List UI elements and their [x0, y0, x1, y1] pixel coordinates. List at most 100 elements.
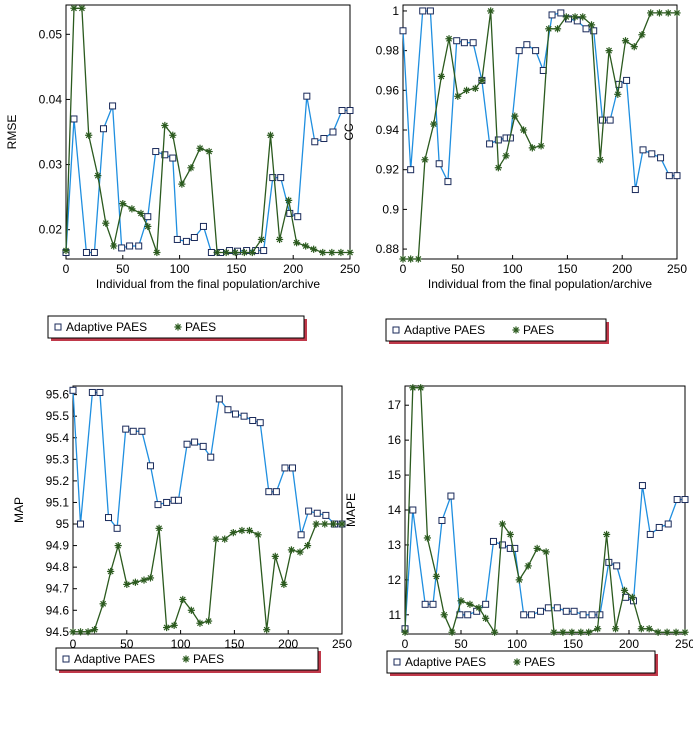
data-point-paes: [263, 626, 271, 634]
data-point-paes: [328, 248, 336, 257]
data-point-paes: [577, 628, 585, 636]
data-point-paes: [571, 13, 579, 21]
data-point-paes: [628, 593, 636, 601]
x-tick-label: 50: [451, 262, 465, 276]
data-point-adaptive-paes: [664, 520, 672, 528]
data-point-paes: [568, 628, 576, 636]
y-tick-label: 16: [388, 433, 402, 447]
data-point-paes: [533, 544, 541, 553]
data-point-adaptive-paes: [588, 611, 596, 619]
data-point-adaptive-paes: [207, 453, 215, 461]
data-point-adaptive-paes: [105, 514, 113, 522]
chart-panel-map: 0 50 100 150 200 25094.594.694.794.894.99595.…: [12, 385, 352, 673]
x-tick-label: 100: [503, 262, 523, 276]
data-point-adaptive-paes: [96, 388, 104, 396]
y-tick-label: 95.3: [46, 452, 70, 466]
data-point-adaptive-paes: [199, 442, 207, 450]
series-line-adaptive-paes: [402, 10, 677, 190]
data-point-adaptive-paes: [548, 11, 556, 19]
chart-panel-mape: 05010015020025011121314151617Individual …: [344, 384, 693, 676]
data-point-paes: [605, 47, 613, 55]
data-point-adaptive-paes: [419, 7, 427, 15]
series-line-paes: [404, 387, 685, 635]
x-tick-label: 100: [507, 637, 527, 651]
x-tick-label: 0: [400, 262, 407, 276]
data-point-paes: [445, 35, 453, 43]
data-point-paes: [229, 529, 237, 537]
data-point-paes: [204, 617, 213, 625]
y-tick-label: 95: [56, 517, 70, 531]
data-point-adaptive-paes: [294, 213, 302, 221]
data-point-adaptive-paes: [435, 160, 443, 168]
data-point-adaptive-paes: [305, 507, 313, 515]
legend-marker-square-icon: [392, 326, 400, 334]
data-point-adaptive-paes: [240, 412, 248, 420]
data-point-paes: [90, 626, 99, 634]
data-point-paes: [119, 200, 127, 208]
data-point-adaptive-paes: [249, 417, 257, 425]
y-tick-label: 0.04: [39, 92, 63, 106]
data-point-adaptive-paes: [338, 107, 346, 115]
y-tick-label: 94.7: [46, 582, 70, 596]
y-tick-label: 12: [388, 573, 402, 587]
data-point-paes: [170, 621, 178, 629]
data-point-paes: [409, 384, 417, 392]
data-point-paes: [494, 164, 502, 172]
data-point-paes: [310, 245, 318, 253]
y-axis-label: MAPE: [344, 493, 358, 527]
data-point-adaptive-paes: [429, 600, 437, 608]
data-point-paes: [245, 526, 254, 535]
legend-marker-square-icon: [393, 658, 401, 666]
data-point-adaptive-paes: [613, 562, 621, 570]
data-point-adaptive-paes: [421, 600, 429, 608]
data-point-adaptive-paes: [109, 102, 117, 110]
data-point-adaptive-paes: [590, 27, 598, 35]
data-point-paes: [423, 534, 431, 542]
y-tick-label: 15: [388, 468, 402, 482]
data-point-paes: [266, 131, 275, 139]
data-point-adaptive-paes: [135, 242, 143, 250]
data-point-paes: [511, 112, 519, 120]
data-point-adaptive-paes: [260, 247, 268, 255]
data-point-adaptive-paes: [639, 146, 647, 154]
x-tick-label: 250: [675, 637, 693, 651]
data-point-paes: [611, 625, 620, 633]
data-point-paes: [506, 530, 514, 539]
data-point-adaptive-paes: [174, 496, 182, 504]
x-tick-label: 250: [340, 262, 360, 276]
x-tick-label: 0: [402, 637, 409, 651]
data-point-adaptive-paes: [528, 611, 536, 619]
y-tick-label: 0.96: [376, 83, 400, 97]
data-point-paes: [437, 72, 445, 81]
data-point-adaptive-paes: [523, 41, 531, 49]
y-tick-label: 1: [392, 4, 399, 18]
data-point-adaptive-paes: [169, 154, 177, 162]
data-point-paes: [254, 531, 262, 539]
data-point-adaptive-paes: [562, 607, 570, 615]
series-layer: [399, 7, 681, 263]
legend-marker-star-icon: [513, 658, 521, 666]
data-point-adaptive-paes: [460, 39, 468, 47]
data-point-paes: [478, 76, 486, 85]
data-point-adaptive-paes: [498, 541, 506, 549]
series-line-paes: [73, 523, 342, 633]
data-point-adaptive-paes: [579, 611, 587, 619]
x-tick-label: 150: [563, 637, 583, 651]
data-point-adaptive-paes: [311, 138, 319, 146]
data-point-adaptive-paes: [144, 213, 152, 221]
x-tick-label: 0: [63, 262, 70, 276]
y-tick-label: 95.5: [46, 409, 70, 423]
series-layer: [62, 4, 354, 257]
data-point-adaptive-paes: [281, 464, 289, 472]
data-point-adaptive-paes: [631, 186, 639, 194]
data-point-paes: [114, 541, 122, 550]
legend: Adaptive PAES PAES: [386, 650, 658, 676]
legend: Adaptive PAES PAES: [55, 647, 321, 673]
x-tick-label: 100: [170, 262, 190, 276]
data-point-paes: [85, 131, 93, 139]
legend: Adaptive PAES PAES: [47, 315, 307, 341]
data-point-adaptive-paes: [573, 17, 581, 25]
data-point-paes: [179, 595, 187, 604]
legend-label-adaptive-paes: Adaptive PAES: [404, 323, 485, 337]
data-point-paes: [338, 520, 346, 528]
